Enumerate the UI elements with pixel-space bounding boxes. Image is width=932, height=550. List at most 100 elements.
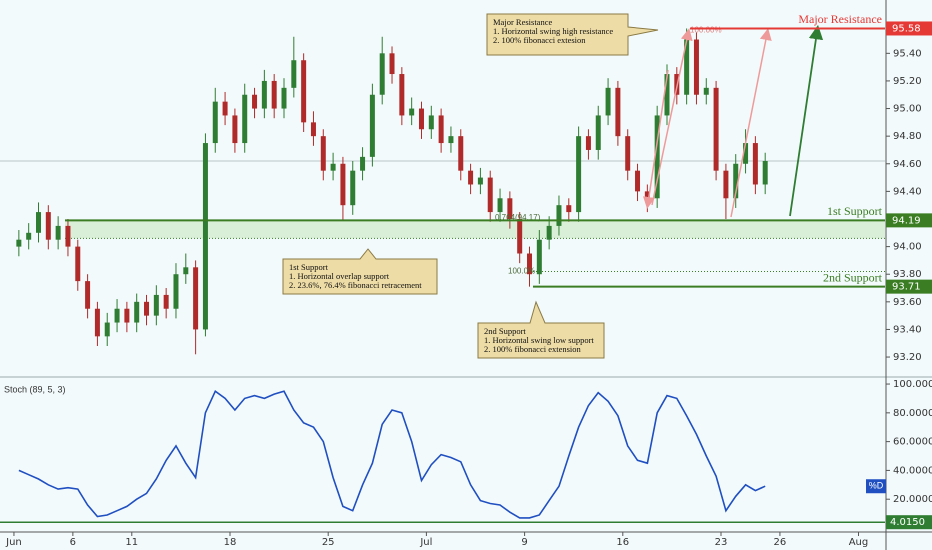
callout-box bbox=[477, 300, 605, 359]
y-tick-label: 93.20 bbox=[893, 352, 922, 363]
callout-text: Major Resistance bbox=[493, 17, 552, 27]
candle-body bbox=[35, 212, 41, 233]
fib-label: 100.00% bbox=[690, 26, 722, 35]
x-tick-label: 9 bbox=[521, 537, 527, 548]
callout-text: 1. Horizontal overlap support bbox=[289, 271, 390, 281]
candle-body bbox=[291, 60, 297, 88]
candle-body bbox=[605, 87, 611, 116]
x-tick-label: 26 bbox=[774, 537, 787, 548]
candle-body bbox=[576, 136, 582, 213]
candle-body bbox=[281, 87, 287, 109]
plot-background bbox=[0, 0, 886, 532]
candle-body bbox=[448, 136, 454, 144]
candle-body bbox=[163, 294, 169, 309]
candle-body bbox=[487, 177, 493, 213]
level-name: Major Resistance bbox=[798, 12, 882, 26]
indicator-title: Stoch (89, 5, 3) bbox=[4, 384, 66, 394]
stoch-level-tag bbox=[886, 515, 932, 530]
target-arrow bbox=[789, 24, 824, 217]
candle-body bbox=[94, 308, 100, 337]
series-tag bbox=[866, 479, 886, 494]
candle-body bbox=[635, 170, 641, 192]
callout-text: 2. 23.6%, 76.4% fibonacci retracement bbox=[289, 280, 422, 290]
y-tick-label: 94.40 bbox=[893, 186, 922, 197]
candle-body bbox=[693, 39, 699, 95]
extension-arrow bbox=[642, 69, 669, 209]
candle-body bbox=[242, 94, 248, 144]
y-tick-label: 94.00 bbox=[893, 242, 922, 253]
y-tick-label: 60.0000 bbox=[893, 437, 932, 448]
stoch-level-label: 4.0150 bbox=[890, 517, 925, 528]
candle-body bbox=[527, 253, 533, 275]
x-tick-label: Aug bbox=[849, 537, 869, 548]
candle-body bbox=[222, 101, 228, 116]
y-tick-label: 80.0000 bbox=[893, 408, 932, 419]
candle-body bbox=[310, 122, 316, 137]
candle-body bbox=[65, 225, 71, 247]
y-tick-label: 95.40 bbox=[893, 48, 922, 59]
callout-text: 2. 100% fibonacci extension bbox=[484, 344, 582, 354]
candle-body bbox=[595, 115, 601, 150]
y-tick-label: 20.0000 bbox=[893, 494, 932, 505]
candle-body bbox=[723, 170, 729, 199]
candle-body bbox=[379, 53, 385, 95]
candle-body bbox=[644, 191, 650, 199]
candle-body bbox=[360, 156, 366, 171]
level-tag bbox=[886, 21, 932, 36]
candle-body bbox=[468, 170, 474, 185]
callout-text: 1. Horizontal swing high resistance bbox=[493, 26, 613, 36]
candle-body bbox=[16, 239, 22, 247]
candle-body bbox=[193, 267, 199, 330]
y-tick-label: 95.20 bbox=[893, 76, 922, 87]
candle-body bbox=[458, 136, 464, 171]
candle-body bbox=[153, 294, 159, 316]
y-tick-label: 95.00 bbox=[893, 104, 922, 115]
extension-arrow bbox=[651, 28, 693, 206]
candle-body bbox=[252, 94, 258, 109]
callout-text: 2. 100% fibonacci extesion bbox=[493, 35, 586, 45]
callout: 1st Support 1. Horizontal overlap suppor… bbox=[282, 248, 438, 295]
support-zone bbox=[65, 220, 885, 239]
candle-body bbox=[389, 53, 395, 75]
candle-body bbox=[566, 205, 572, 213]
callout: 2nd Support 1. Horizontal swing low supp… bbox=[477, 300, 605, 359]
level-name: 1st Support bbox=[827, 204, 883, 218]
y-tick-label: 94.60 bbox=[893, 159, 922, 170]
level-label: 93.71 bbox=[892, 282, 921, 293]
candle-body bbox=[340, 163, 346, 206]
y-tick-label: 93.80 bbox=[893, 269, 922, 280]
y-tick-label: 93.60 bbox=[893, 297, 922, 308]
callout-box bbox=[486, 13, 659, 56]
level-name: 2nd Support bbox=[823, 270, 883, 284]
candle-body bbox=[762, 161, 768, 185]
candle-body bbox=[114, 308, 120, 323]
x-tick-label: Jun bbox=[5, 537, 22, 548]
marks bbox=[0, 28, 885, 519]
stoch-line bbox=[18, 389, 766, 519]
y-tick-label: 94.80 bbox=[893, 131, 922, 142]
candle-body bbox=[409, 108, 415, 116]
callout: Major Resistance 1. Horizontal swing hig… bbox=[486, 13, 659, 56]
candle-body bbox=[202, 143, 208, 330]
candle-body bbox=[585, 136, 591, 150]
candle-body bbox=[55, 225, 61, 240]
candle-body bbox=[477, 177, 483, 185]
x-tick-label: 18 bbox=[224, 537, 237, 548]
candle-body bbox=[134, 301, 140, 323]
fib-label: 100.0% bbox=[508, 267, 535, 276]
level-label: 95.58 bbox=[892, 23, 921, 34]
candle-body bbox=[320, 136, 326, 171]
candle-body bbox=[713, 87, 719, 171]
candle-body bbox=[330, 163, 336, 171]
x-tick-label: 6 bbox=[70, 537, 76, 548]
callout-box bbox=[282, 248, 438, 295]
y-tick-label: 100.0000 bbox=[893, 379, 932, 390]
candle-body bbox=[350, 170, 356, 206]
legend-label: %D bbox=[869, 481, 884, 491]
fib-label: 0.764(94.17) bbox=[495, 213, 541, 222]
candle-body bbox=[301, 60, 307, 123]
extension-arrow bbox=[730, 28, 772, 218]
candle-body bbox=[173, 274, 179, 309]
candle-body bbox=[517, 218, 523, 254]
candle-body bbox=[536, 239, 542, 275]
